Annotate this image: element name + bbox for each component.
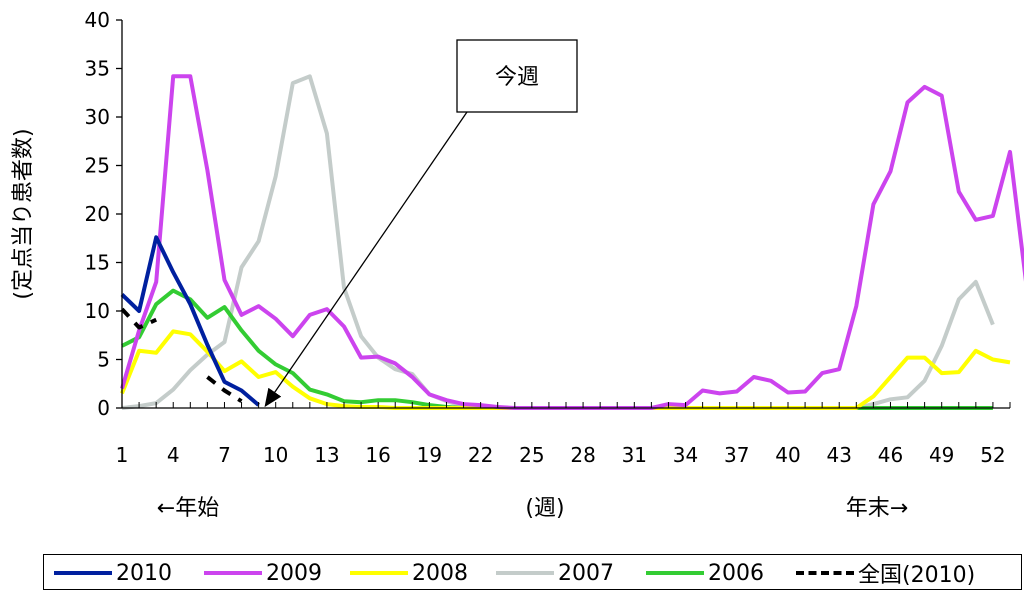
y-tick-label: 5 (97, 348, 110, 372)
legend-item: 全国(2010) (796, 557, 975, 589)
x-note-left: ←年始 (157, 496, 219, 521)
legend-swatch (796, 571, 854, 575)
series-line-2008 (120, 329, 1011, 410)
x-tick-label: 1 (116, 443, 129, 467)
x-axis-title: (週) (525, 496, 564, 521)
legend-swatch (54, 571, 112, 575)
x-note-right: 年末→ (846, 496, 908, 521)
y-tick-label: 30 (85, 105, 110, 129)
x-tick-label: 37 (724, 443, 749, 467)
x-tick-label: 28 (570, 443, 595, 467)
series-line-全国(2010) (206, 375, 243, 403)
annotation-label: 今週 (495, 65, 539, 90)
legend-label: 2010 (116, 560, 172, 586)
x-tick-label: 10 (263, 443, 288, 467)
legend-item: 2007 (496, 557, 614, 589)
annotation-box (456, 39, 578, 113)
x-tick-label: 43 (827, 443, 852, 467)
legend-item: 2008 (350, 557, 468, 589)
x-tick-label: 13 (314, 443, 339, 467)
legend-swatch (204, 571, 262, 575)
legend-label: 2007 (558, 560, 614, 586)
x-tick-label: 46 (878, 443, 903, 467)
annotation-arrow (264, 111, 468, 408)
legend-item: 2010 (54, 557, 172, 589)
y-tick-label: 25 (85, 154, 110, 178)
legend-swatch (496, 571, 554, 575)
series-line-2010 (120, 235, 260, 407)
x-tick-label: 25 (519, 443, 544, 467)
series-line-全国(2010) (120, 307, 158, 330)
y-tick-label: 0 (97, 396, 110, 420)
series-line-2007 (121, 74, 995, 410)
x-tick-label: 4 (167, 443, 180, 467)
legend-label: 2008 (412, 560, 468, 586)
legend-swatch (350, 571, 408, 575)
y-tick-label: 40 (85, 8, 110, 32)
legend-item: 2006 (646, 557, 764, 589)
x-tick-label: 22 (468, 443, 493, 467)
x-tick-label: 49 (929, 443, 954, 467)
x-tick-label: 34 (673, 443, 698, 467)
legend-label: 全国(2010) (858, 563, 976, 588)
x-tick-label: 16 (365, 443, 390, 467)
x-tick-label: 40 (775, 443, 800, 467)
y-axis-title: (定点当り患者数) (11, 128, 36, 299)
legend-item: 2009 (204, 557, 322, 589)
y-tick-label: 20 (85, 202, 110, 226)
legend: 2010 2009 2008 2007 2006 全国(2010) (43, 554, 1022, 590)
x-tick-label: 31 (622, 443, 647, 467)
y-tick-label: 10 (85, 299, 110, 323)
x-tick-label: 52 (980, 443, 1005, 467)
y-tick-label: 35 (85, 57, 110, 81)
x-tick-label: 7 (218, 443, 231, 467)
legend-swatch (646, 571, 704, 575)
legend-label: 2009 (266, 560, 322, 586)
x-tick-label: 19 (417, 443, 442, 467)
legend-label: 2006 (708, 560, 764, 586)
y-tick-label: 15 (85, 251, 110, 275)
